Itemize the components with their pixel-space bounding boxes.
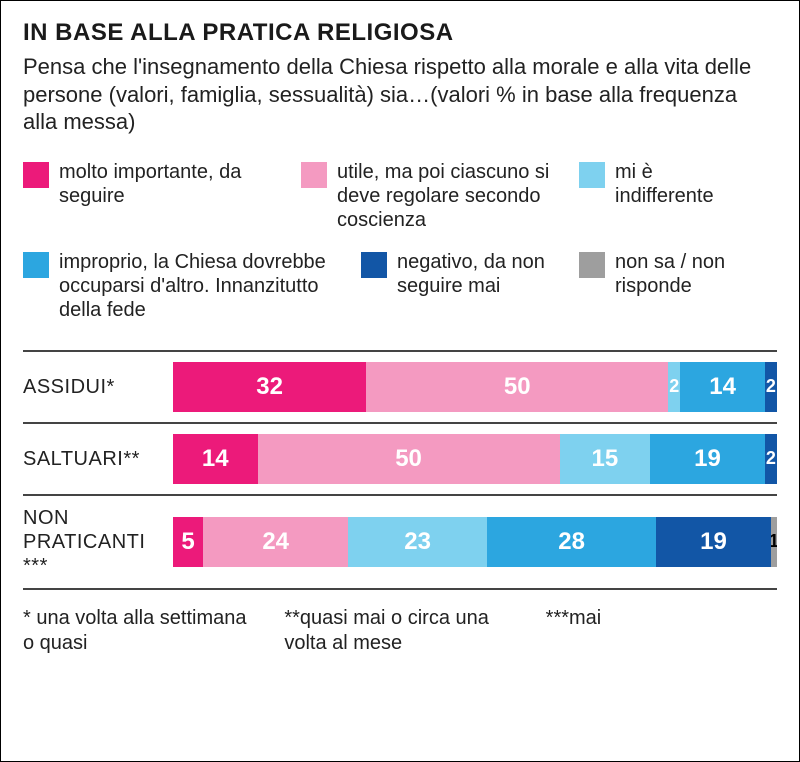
legend-label: utile, ma poi ciascuno si deve regolare … — [337, 160, 561, 232]
legend-row-1: molto importante, da seguire utile, ma po… — [23, 160, 777, 232]
bar-segment-non_sa: 1 — [771, 517, 777, 567]
bar-segment-utile: 50 — [258, 434, 560, 484]
bar-segment-improprio: 19 — [650, 434, 765, 484]
bar: 145015192 — [173, 434, 777, 484]
legend-row-2: improprio, la Chiesa dovrebbe occuparsi … — [23, 250, 777, 322]
bar-segment-negativo: 2 — [765, 434, 777, 484]
row-label: SALTUARI** — [23, 447, 163, 471]
bar-segment-molto_importante: 5 — [173, 517, 203, 567]
bar-row: SALTUARI** 145015192 — [23, 422, 777, 494]
bar-row: NON PRATICANTI ***5242328191 — [23, 494, 777, 590]
legend-item-negativo: negativo, da non seguire mai — [361, 250, 561, 298]
footnote: * una volta alla settimana o quasi — [23, 606, 254, 656]
bar: 5242328191 — [173, 517, 777, 567]
bar-segment-indifferente: 23 — [348, 517, 487, 567]
bar-segment-negativo: 19 — [656, 517, 771, 567]
row-label: ASSIDUI* — [23, 375, 163, 399]
stacked-bar-chart: ASSIDUI*32502142SALTUARI**145015192NON P… — [23, 350, 777, 590]
legend-item-non_sa: non sa / non risponde — [579, 250, 749, 298]
legend-swatch — [579, 252, 605, 278]
bar-segment-negativo: 2 — [765, 362, 777, 412]
bar-segment-utile: 50 — [366, 362, 668, 412]
bar-segment-improprio: 28 — [487, 517, 656, 567]
footnote: ***mai — [546, 606, 777, 656]
legend: molto importante, da seguire utile, ma po… — [23, 160, 777, 322]
legend-label: mi è indifferente — [615, 160, 749, 208]
legend-item-indifferente: mi è indifferente — [579, 160, 749, 208]
legend-swatch — [23, 252, 49, 278]
row-label: NON PRATICANTI *** — [23, 506, 163, 578]
legend-label: non sa / non risponde — [615, 250, 749, 298]
bar-segment-indifferente: 15 — [560, 434, 651, 484]
legend-item-molto_importante: molto importante, da seguire — [23, 160, 283, 208]
footnote: **quasi mai o circa una volta al mese — [284, 606, 515, 656]
legend-item-utile: utile, ma poi ciascuno si deve regolare … — [301, 160, 561, 232]
bar-segment-utile: 24 — [203, 517, 348, 567]
bar-segment-molto_importante: 14 — [173, 434, 258, 484]
legend-swatch — [361, 252, 387, 278]
bar-segment-indifferente: 2 — [668, 362, 680, 412]
legend-swatch — [301, 162, 327, 188]
legend-label: molto importante, da seguire — [59, 160, 283, 208]
legend-item-improprio: improprio, la Chiesa dovrebbe occuparsi … — [23, 250, 343, 322]
bar-segment-molto_importante: 32 — [173, 362, 366, 412]
legend-swatch — [579, 162, 605, 188]
bar-segment-improprio: 14 — [680, 362, 765, 412]
legend-swatch — [23, 162, 49, 188]
bar: 32502142 — [173, 362, 777, 412]
bar-row: ASSIDUI*32502142 — [23, 350, 777, 422]
chart-title: IN BASE ALLA PRATICA RELIGIOSA — [23, 19, 777, 47]
footnotes: * una volta alla settimana o quasi **quas… — [23, 606, 777, 656]
legend-label: negativo, da non seguire mai — [397, 250, 561, 298]
chart-subtitle: Pensa che l'insegnamento della Chiesa ri… — [23, 53, 777, 136]
legend-label: improprio, la Chiesa dovrebbe occuparsi … — [59, 250, 343, 322]
